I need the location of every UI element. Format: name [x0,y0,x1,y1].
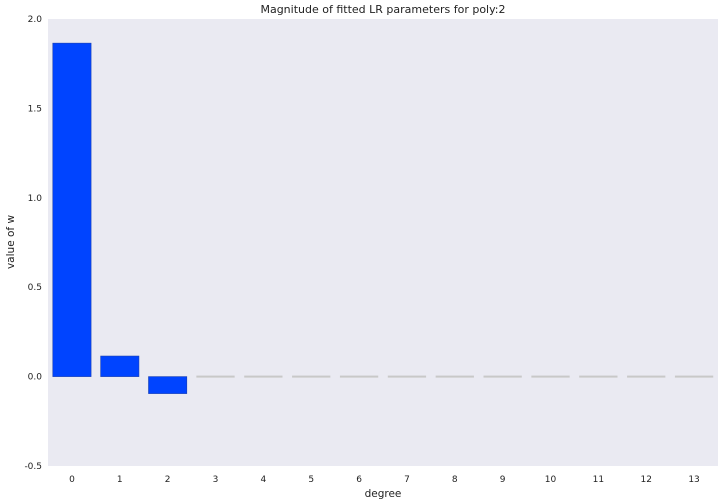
bar-11 [579,375,618,378]
bar-5 [292,375,331,378]
y-tick-label: 2.0 [28,15,43,25]
x-tick-label-4: 4 [260,475,266,485]
y-tick-label: -0.5 [24,462,42,472]
x-tick-label-13: 13 [688,475,699,485]
x-tick-label-0: 0 [69,475,75,485]
y-tick-labels: -0.5 0.0 0.5 1.0 1.5 2.0 [24,15,42,472]
y-tick-label: 0.5 [28,283,42,293]
bar-4 [244,375,283,378]
chart-title: Magnitude of fitted LR parameters for po… [260,3,505,16]
x-tick-label-8: 8 [452,475,458,485]
bar-3 [196,375,235,378]
y-tick-label: 1.0 [28,194,43,204]
bar-8 [435,375,474,378]
y-tick-label: 1.5 [28,104,42,114]
x-tick-labels: 0 1 2 3 4 5 6 7 8 9 10 11 12 13 [69,475,700,485]
x-tick-label-12: 12 [640,475,651,485]
y-tick-label: 0.0 [28,373,43,383]
bars-group [52,42,714,394]
bar-12 [627,375,666,378]
bar-10 [531,375,570,378]
x-tick-label-7: 7 [404,475,410,485]
bar-13 [674,375,714,378]
bar-7 [387,375,427,378]
x-tick-label-6: 6 [356,475,362,485]
plot-background [48,19,718,466]
x-axis-label: degree [365,488,402,500]
bar-2 [148,376,188,394]
x-tick-label-10: 10 [545,475,557,485]
x-tick-label-11: 11 [593,475,604,485]
bar-1 [100,355,140,377]
bar-0 [52,42,92,377]
bar-6 [339,375,379,378]
bar-9 [483,375,522,378]
x-tick-label-5: 5 [308,475,314,485]
x-tick-label-3: 3 [213,475,219,485]
x-tick-label-2: 2 [165,475,171,485]
x-tick-label-9: 9 [500,475,506,485]
x-tick-label-1: 1 [117,475,123,485]
y-axis-label: value of w [5,215,17,269]
